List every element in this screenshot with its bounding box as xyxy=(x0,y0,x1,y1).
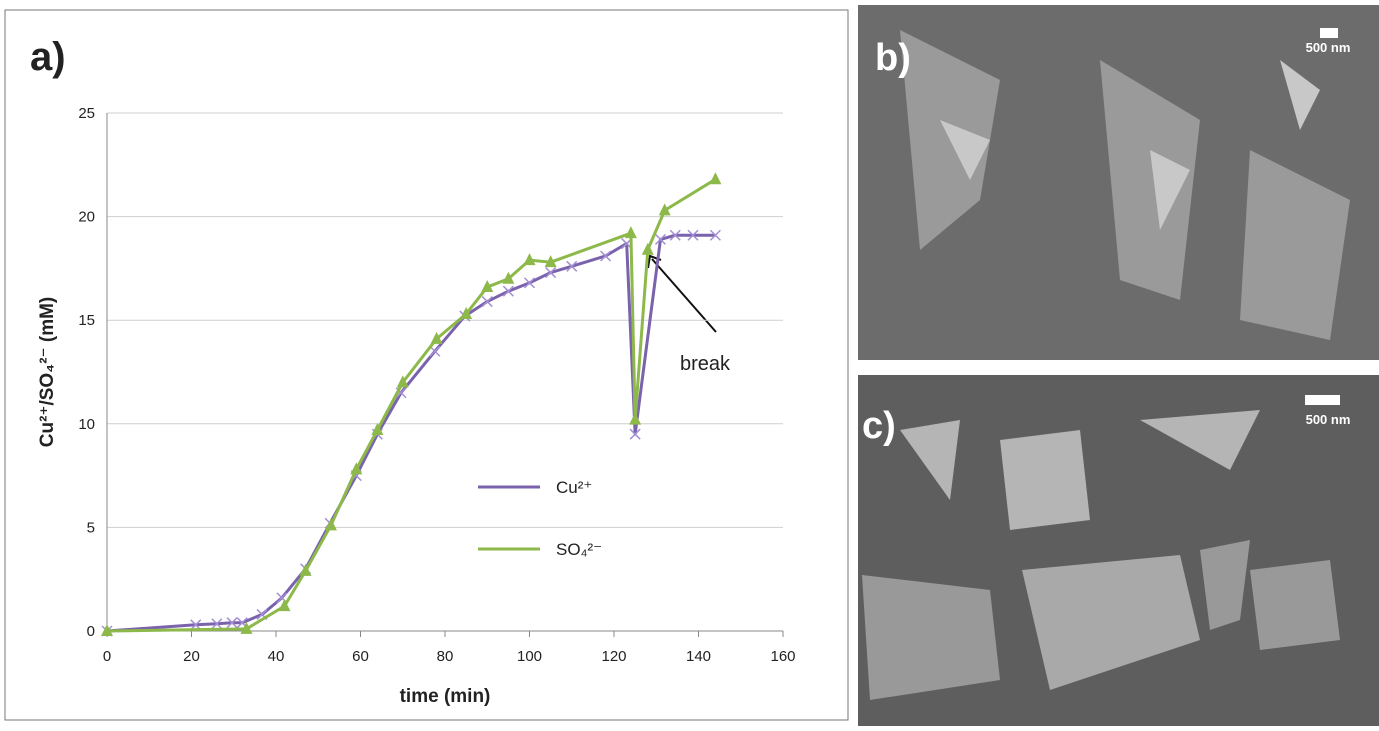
marker xyxy=(396,375,409,388)
marker xyxy=(350,462,363,475)
x-tick-label: 120 xyxy=(601,648,626,665)
marker xyxy=(460,306,473,319)
y-tick-label: 10 xyxy=(78,416,95,433)
marker xyxy=(629,428,641,440)
x-tick-label: 100 xyxy=(517,648,542,665)
legend-label: Cu²⁺ xyxy=(556,478,592,497)
marker xyxy=(641,242,654,255)
marker xyxy=(190,619,202,631)
sem-image-b xyxy=(858,5,1379,360)
marker xyxy=(226,617,238,629)
y-tick-label: 0 xyxy=(87,623,95,640)
marker xyxy=(709,172,722,185)
marker xyxy=(502,285,514,297)
marker xyxy=(481,280,494,293)
marker xyxy=(687,229,699,241)
panel-label: c) xyxy=(862,405,896,447)
marker xyxy=(544,255,557,268)
x-tick-label: 0 xyxy=(103,648,111,665)
marker xyxy=(481,296,493,308)
marker xyxy=(545,267,557,279)
panel-label: b) xyxy=(875,37,911,79)
x-tick-label: 60 xyxy=(352,648,369,665)
marker xyxy=(654,233,667,245)
y-tick-label: 25 xyxy=(78,105,95,122)
marker xyxy=(299,563,312,576)
marker xyxy=(523,277,536,289)
y-tick-label: 20 xyxy=(78,209,95,226)
marker xyxy=(324,518,337,531)
annotation: break xyxy=(680,353,731,375)
marker xyxy=(101,624,113,636)
marker xyxy=(240,621,253,634)
x-tick-label: 20 xyxy=(183,648,200,665)
y-tick-label: 15 xyxy=(78,312,95,329)
marker xyxy=(624,226,637,239)
marker xyxy=(658,203,671,216)
marker xyxy=(211,618,223,630)
marker xyxy=(523,253,536,266)
sem-image-c xyxy=(858,375,1379,726)
marker xyxy=(669,229,681,241)
y-axis-label: Cu²⁺/SO₄²⁻ (mM) xyxy=(37,297,58,447)
y-tick-label: 5 xyxy=(87,519,95,536)
marker xyxy=(502,271,515,284)
x-tick-label: 40 xyxy=(268,648,285,665)
marker xyxy=(430,331,443,344)
scale-bar-label: 500 nm xyxy=(1306,40,1351,55)
marker xyxy=(278,599,291,612)
marker xyxy=(429,345,441,357)
marker xyxy=(371,423,384,436)
x-tick-label: 140 xyxy=(686,648,711,665)
x-axis-label: time (min) xyxy=(400,686,491,707)
marker xyxy=(709,229,721,241)
x-tick-label: 160 xyxy=(770,648,795,665)
panel-label: a) xyxy=(30,35,66,79)
legend-label: SO₄²⁻ xyxy=(556,540,602,559)
marker xyxy=(629,412,642,425)
marker xyxy=(600,250,612,262)
x-tick-label: 80 xyxy=(437,648,454,665)
chart-frame xyxy=(4,9,849,721)
scale-bar-label: 500 nm xyxy=(1306,412,1351,427)
marker xyxy=(566,260,578,272)
